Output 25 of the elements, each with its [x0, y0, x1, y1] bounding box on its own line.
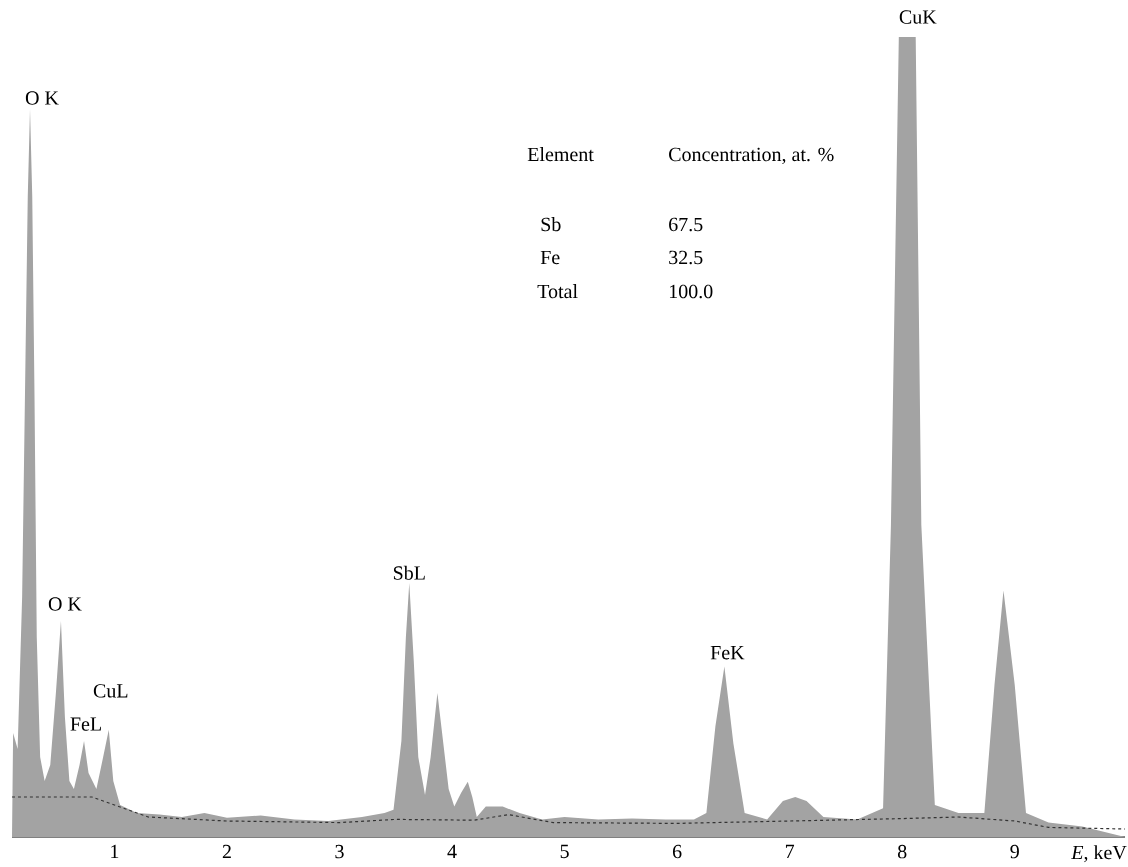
x-tick-label: 5: [560, 844, 569, 859]
x-tick-label: 6: [672, 844, 682, 859]
x-tick-label: 7: [785, 844, 795, 858]
x-tick-label: 3: [335, 844, 344, 859]
x-axis-title: E, keV: [1071, 845, 1127, 863]
annotation: 32.5: [669, 250, 703, 265]
annotation: O K: [25, 91, 59, 105]
annotation: FeK: [710, 646, 745, 660]
annotation: O K: [48, 597, 82, 611]
x-tick-label: 9: [1010, 844, 1019, 859]
annotation: SbL: [393, 565, 425, 580]
x-tick-label: 4: [447, 844, 457, 859]
x-tick-label: 1: [111, 844, 119, 859]
annotation: Concentration, at. %: [669, 147, 834, 165]
annotation: 67.5: [669, 217, 703, 232]
annotation: FeL: [70, 717, 101, 731]
annotation: CuL: [93, 684, 128, 698]
annotation: 100.0: [669, 284, 713, 299]
annotation: Element: [527, 147, 594, 162]
annotation: Sb: [541, 217, 561, 232]
x-tick-label: 2: [222, 844, 231, 859]
annotation: Total: [537, 284, 578, 299]
annotation: Fe: [540, 250, 560, 265]
x-tick-label: 8: [897, 844, 907, 859]
annotation: CuK: [899, 10, 937, 24]
